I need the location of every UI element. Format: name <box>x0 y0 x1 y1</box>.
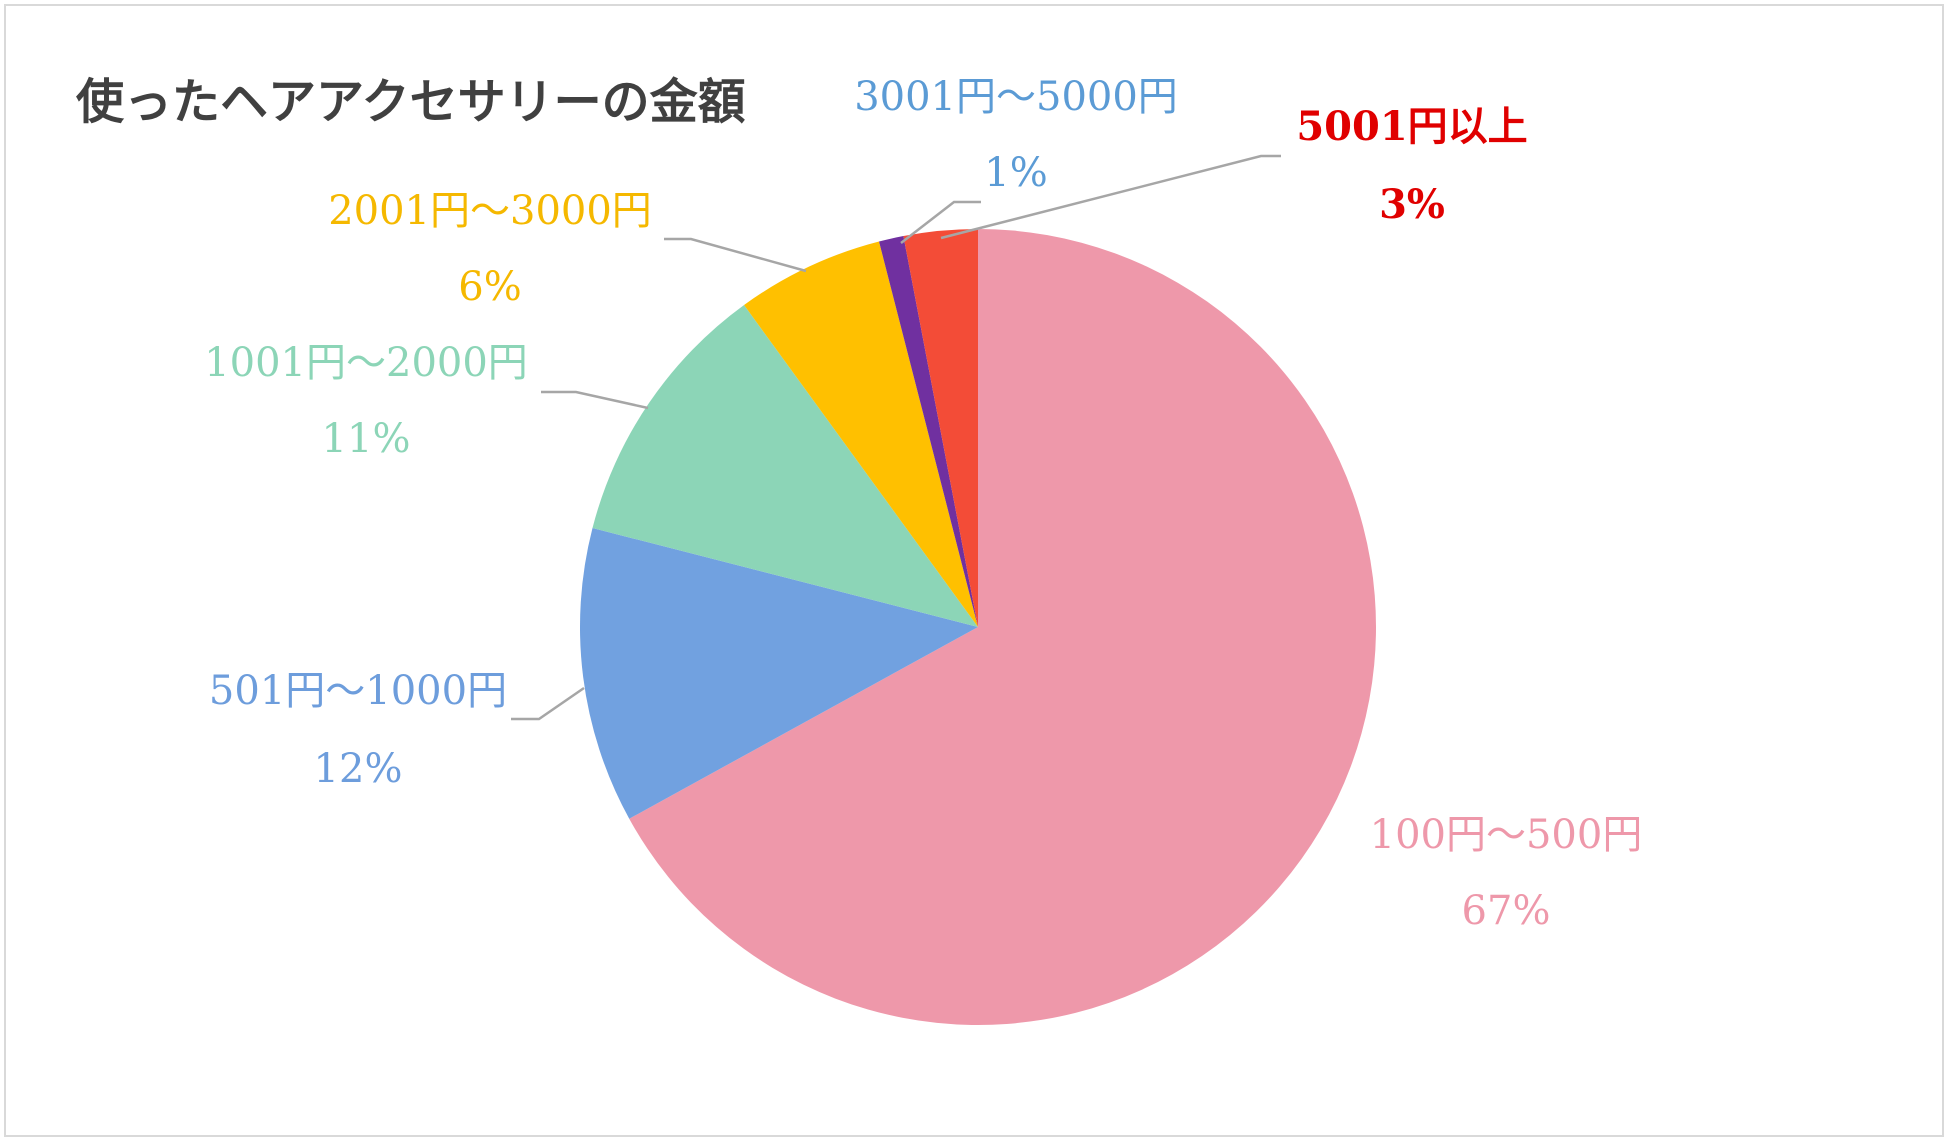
chart-frame: 100円～500円 67% 501円～1000円 12% 1001円～2000円 11% 2… <box>4 4 1944 1137</box>
slice-percent-1001-2000: 11% <box>322 416 411 462</box>
pie-slice-2001-3000 <box>744 241 978 627</box>
slice-label-1001-2000: 1001円～2000円 <box>204 340 528 386</box>
pie-slice-3001-5000 <box>879 236 978 628</box>
leader-lines <box>511 154 1281 721</box>
leader-line-3001-5000 <box>900 200 981 244</box>
leader-line-1001-2000 <box>541 390 649 410</box>
slice-label-3001-5000: 3001円～5000円 <box>854 74 1178 120</box>
pie-chart: 100円～500円 67% 501円～1000円 12% 1001円～2000円 11% 2… <box>76 74 1642 1025</box>
slice-percent-3001-5000: 1% <box>984 150 1047 196</box>
slice-label-2001-3000: 2001円～3000円 <box>328 188 652 234</box>
leader-line-5001-over <box>940 154 1281 240</box>
chart-title: 使ったヘアアクセサリーの金額 <box>76 74 746 130</box>
slice-percent-501-1000: 12% <box>314 746 403 792</box>
leader-line-2001-3000 <box>664 237 807 273</box>
leader-line-501-1000 <box>511 686 585 721</box>
pie-slice-1001-2000 <box>592 305 978 627</box>
slice-percent-5001-over: 3% <box>1379 181 1445 228</box>
data-labels: 100円～500円 67% 501円～1000円 12% 1001円～2000円 11% 2… <box>204 74 1642 934</box>
slice-label-5001-over: 5001円以上 <box>1296 103 1527 150</box>
slice-percent-2001-3000: 6% <box>458 264 521 310</box>
slice-percent-100-500: 67% <box>1462 888 1551 934</box>
slice-label-100-500: 100円～500円 <box>1370 812 1643 858</box>
pie-slice-5001-over <box>903 229 978 627</box>
pie-slice-501-1000 <box>579 528 978 819</box>
slice-label-501-1000: 501円～1000円 <box>209 668 507 714</box>
pie-slice-100-500 <box>629 229 1376 1025</box>
slices-layer <box>579 229 1376 1025</box>
